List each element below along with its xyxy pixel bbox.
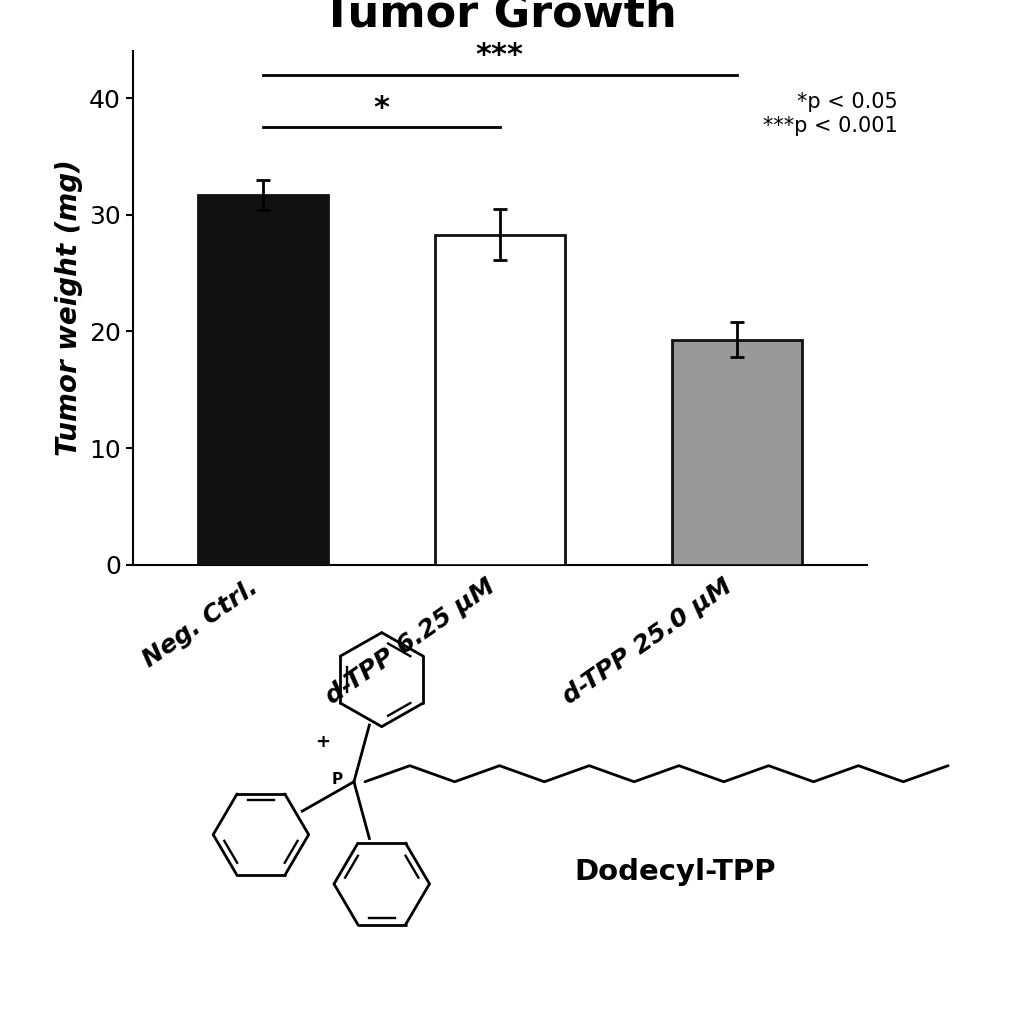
Bar bbox=[434, 234, 565, 565]
Text: +: + bbox=[315, 733, 330, 752]
Text: ***: *** bbox=[475, 41, 524, 70]
Title: Tumor Growth: Tumor Growth bbox=[322, 0, 677, 35]
Text: *: * bbox=[373, 93, 389, 122]
Bar bbox=[198, 195, 328, 565]
Text: P: P bbox=[331, 772, 342, 788]
Text: Dodecyl-TPP: Dodecyl-TPP bbox=[574, 859, 775, 886]
Y-axis label: Tumor weight (mg): Tumor weight (mg) bbox=[55, 160, 84, 456]
Bar bbox=[671, 340, 801, 565]
Text: *p < 0.05
***p < 0.001: *p < 0.05 ***p < 0.001 bbox=[762, 92, 897, 136]
